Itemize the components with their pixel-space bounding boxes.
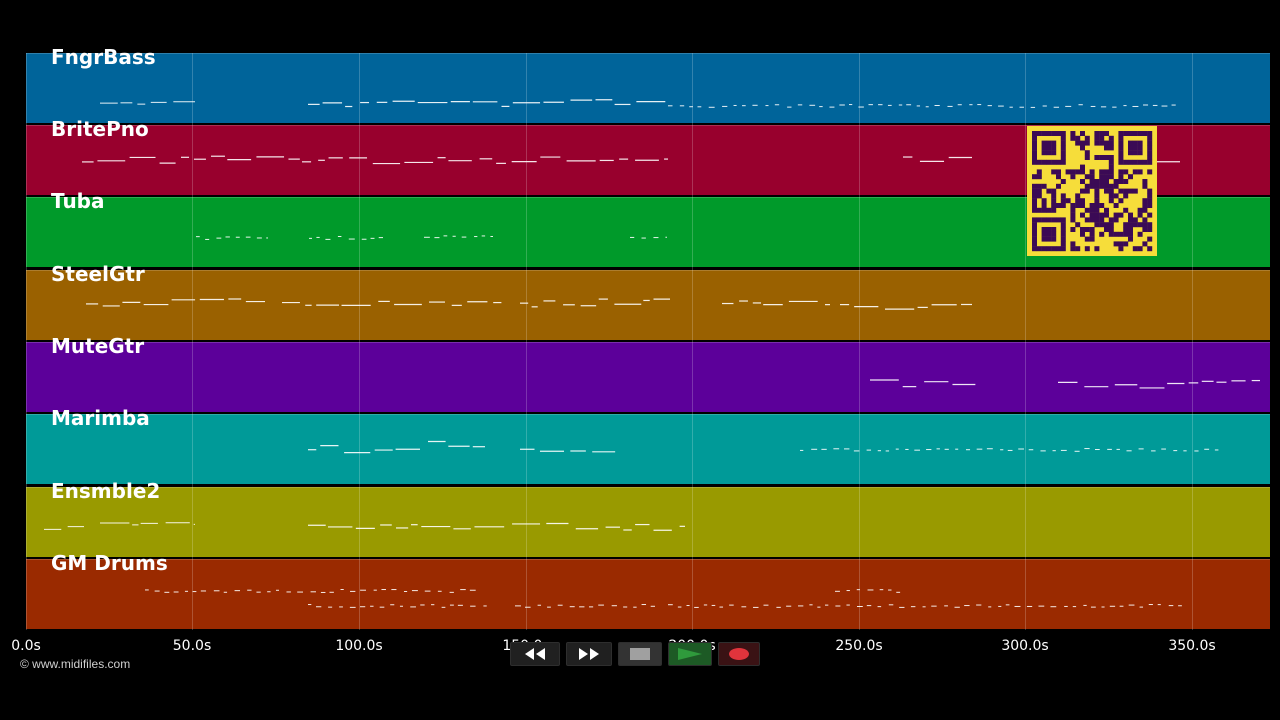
qr-code bbox=[1027, 126, 1157, 256]
stop-icon bbox=[630, 648, 650, 660]
fast-forward-button[interactable] bbox=[566, 642, 612, 666]
track-name: FngrBass bbox=[51, 45, 156, 69]
transport-controls bbox=[510, 642, 772, 668]
track-lane-fngrbass: FngrBass bbox=[26, 45, 1270, 123]
track-name: Tuba bbox=[51, 189, 105, 213]
track-lane-ensmble2: Ensmble2 bbox=[26, 479, 1270, 557]
play-icon bbox=[678, 648, 702, 660]
track-name: GM Drums bbox=[51, 551, 168, 575]
tick-label: 250.0s bbox=[835, 638, 883, 654]
record-button[interactable] bbox=[718, 642, 760, 666]
qr-code-graphic bbox=[1027, 126, 1157, 256]
track-lanes: FngrBass BritePno Tuba SteelGtr MuteGtr … bbox=[26, 45, 1270, 630]
track-name: MuteGtr bbox=[51, 334, 145, 358]
fast-forward-icon bbox=[579, 648, 599, 660]
track-name: Marimba bbox=[51, 406, 150, 430]
tick-label: 300.0s bbox=[1001, 638, 1049, 654]
track-name: BritePno bbox=[51, 117, 149, 141]
track-lane-gm-drums: GM Drums bbox=[26, 551, 1270, 629]
rewind-icon bbox=[525, 648, 545, 660]
track-name: SteelGtr bbox=[51, 262, 145, 286]
play-button[interactable] bbox=[668, 642, 712, 666]
stop-button[interactable] bbox=[618, 642, 662, 666]
track-lane-mutegtr: MuteGtr bbox=[26, 334, 1270, 412]
track-lane-steelgtr: SteelGtr bbox=[26, 262, 1270, 340]
tick-label: 50.0s bbox=[172, 638, 212, 654]
tick-label: 100.0s bbox=[335, 638, 383, 654]
tick-label: 350.0s bbox=[1168, 638, 1216, 654]
track-lane-marimba: Marimba bbox=[26, 406, 1270, 484]
rewind-button[interactable] bbox=[510, 642, 560, 666]
tick-label: 0.0s bbox=[11, 638, 41, 654]
copyright-text: © www.midifiles.com bbox=[20, 657, 131, 671]
record-icon bbox=[729, 648, 749, 660]
track-name: Ensmble2 bbox=[51, 479, 161, 503]
